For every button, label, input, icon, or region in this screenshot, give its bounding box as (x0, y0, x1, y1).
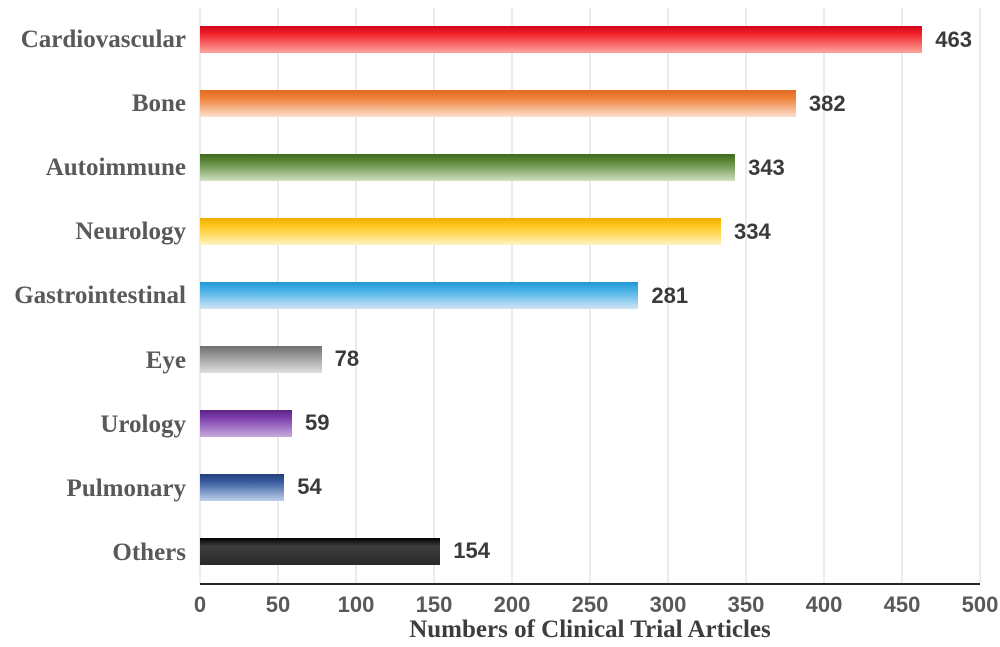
bar-gastrointestinal (200, 282, 639, 309)
bar-others (200, 537, 441, 565)
plot-area: 463 382 343 334 281 78 59 54 154 (199, 8, 981, 585)
value-label-autoimmune: 343 (748, 154, 785, 180)
bar-row-pulmonary: 54 (200, 455, 980, 519)
x-tick-label: 0 (193, 592, 207, 617)
value-label-neurology: 334 (734, 218, 771, 244)
gridline (979, 8, 981, 583)
x-tick-label: 150 (415, 592, 453, 617)
category-label-others: Others (112, 538, 186, 566)
x-tick-label: 500 (961, 592, 999, 617)
bar-row-eye: 78 (200, 327, 980, 391)
value-label-pulmonary: 54 (297, 474, 322, 500)
bar-row-urology: 59 (200, 391, 980, 455)
x-tick-label: 450 (883, 592, 921, 617)
bar-urology (200, 409, 293, 437)
x-tick-label: 300 (649, 592, 687, 617)
value-label-eye: 78 (334, 346, 360, 372)
x-tick-label: 200 (493, 592, 531, 617)
bar-row-neurology: 334 (200, 200, 980, 264)
bar-row-cardiovascular: 463 (200, 8, 980, 72)
bars: 463 382 343 334 281 78 59 54 154 (200, 8, 980, 583)
category-label-urology: Urology (100, 410, 186, 438)
value-label-gastrointestinal: 281 (651, 282, 689, 308)
x-axis-title: Numbers of Clinical Trial Articles (409, 616, 771, 643)
bar-cardiovascular (200, 26, 923, 54)
category-label-bone: Bone (131, 90, 186, 118)
value-label-cardiovascular: 463 (935, 26, 972, 52)
bar-neurology (200, 218, 722, 246)
gridline (901, 8, 903, 583)
value-label-others: 154 (453, 538, 490, 564)
category-label-neurology: Neurology (75, 218, 186, 246)
bar-row-others: 154 (200, 519, 980, 583)
bar-row-autoimmune: 343 (200, 136, 980, 200)
category-label-autoimmune: Autoimmune (45, 154, 186, 182)
bar-row-bone: 382 (200, 72, 980, 136)
x-tick-labels: 0 50 100 150 200 250 300 350 400 450 500 (194, 592, 998, 618)
x-tick-label: 250 (571, 592, 609, 617)
category-labels: Cardiovascular Bone Autoimmune Neurology Gas… (0, 8, 186, 585)
category-label-pulmonary: Pulmonary (66, 474, 186, 502)
x-tick-label: 400 (805, 592, 843, 617)
bar-row-gastrointestinal: 281 (200, 264, 980, 328)
x-tick-label: 350 (727, 592, 765, 617)
gridline (667, 8, 669, 583)
bar-eye (200, 345, 322, 373)
bar-pulmonary (200, 473, 285, 501)
value-label-urology: 59 (305, 410, 330, 436)
bar-bone (200, 90, 796, 118)
value-label-bone: 382 (808, 90, 846, 116)
category-label-eye: Eye (145, 346, 186, 374)
category-label-gastrointestinal: Gastrointestinal (14, 282, 186, 310)
category-label-cardiovascular: Cardiovascular (20, 26, 186, 54)
gridline (745, 8, 747, 583)
x-tick-label: 100 (337, 592, 375, 617)
gridline (823, 8, 825, 583)
x-tick-label: 50 (265, 592, 291, 617)
bar-autoimmune (200, 154, 736, 182)
